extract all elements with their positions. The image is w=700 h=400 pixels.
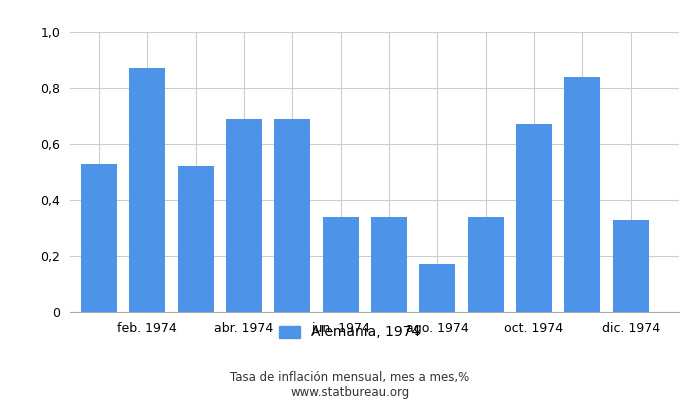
Legend: Alemania, 1974: Alemania, 1974 xyxy=(274,320,426,345)
Bar xyxy=(468,217,504,312)
Bar xyxy=(564,77,601,312)
Bar xyxy=(516,124,552,312)
Bar xyxy=(178,166,214,312)
Bar xyxy=(81,164,117,312)
Bar xyxy=(226,119,262,312)
Bar xyxy=(323,217,359,312)
Bar xyxy=(274,119,311,312)
Bar xyxy=(130,68,165,312)
Text: www.statbureau.org: www.statbureau.org xyxy=(290,386,410,399)
Bar xyxy=(371,217,407,312)
Bar xyxy=(419,264,456,312)
Bar xyxy=(612,220,649,312)
Text: Tasa de inflación mensual, mes a mes,%: Tasa de inflación mensual, mes a mes,% xyxy=(230,372,470,384)
